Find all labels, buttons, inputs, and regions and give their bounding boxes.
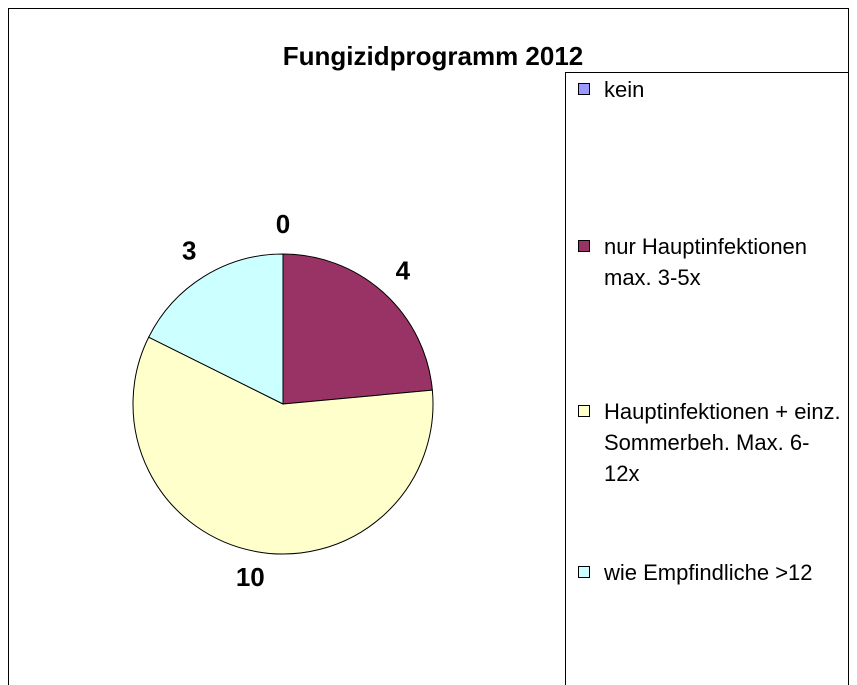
legend-marker (578, 83, 590, 95)
data-label: 0 (276, 209, 290, 239)
pie-slice (132, 336, 434, 555)
pie-slice (282, 253, 433, 405)
data-label: 3 (182, 236, 196, 266)
legend-entry: kein (578, 74, 848, 105)
chart-title: Fungizidprogramm 2012 (283, 41, 584, 71)
legend-label: wie Empfindliche >12 (604, 560, 813, 585)
legend-entry: wie Empfindliche >12 (578, 557, 848, 588)
legend-entry: Hauptinfektionen + einz. Sommerbeh. Max.… (578, 396, 848, 489)
legend-label: Hauptinfektionen + einz. Sommerbeh. Max.… (604, 399, 841, 486)
legend-entry: nur Hauptinfektionen max. 3-5x (578, 231, 848, 293)
legend-marker (578, 566, 590, 578)
pie-slice (148, 253, 284, 405)
legend-marker (578, 405, 590, 417)
legend-label: nur Hauptinfektionen max. 3-5x (604, 234, 808, 290)
legend-box (565, 72, 849, 685)
data-label: 4 (396, 255, 411, 285)
legend-label: kein (604, 77, 645, 102)
legend-marker (578, 240, 590, 252)
data-label: 10 (236, 562, 265, 592)
